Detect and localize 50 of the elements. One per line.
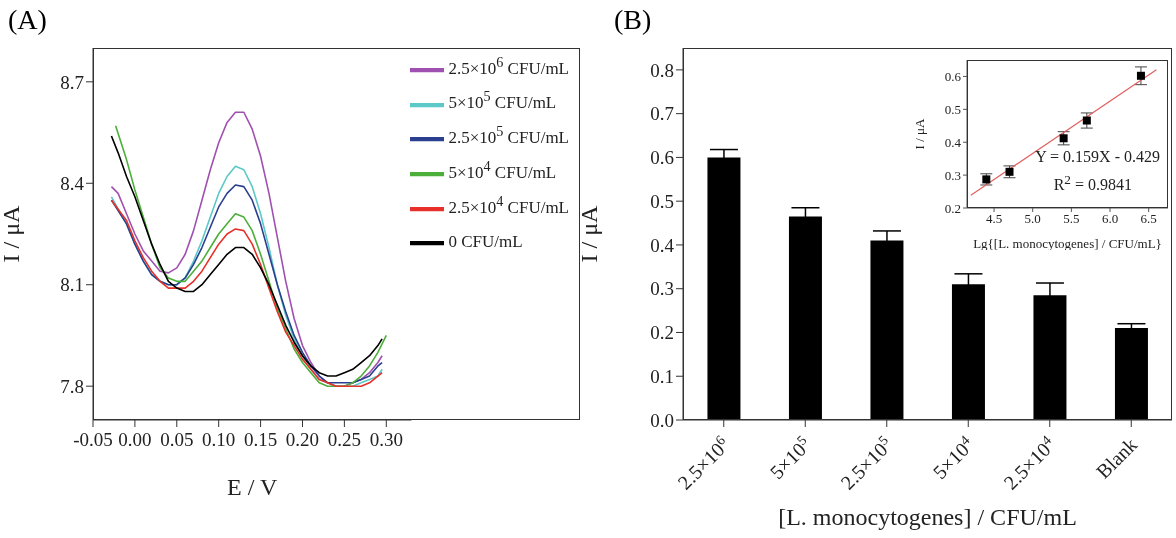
annotation: Y = 0.159X - 0.429 — [1035, 148, 1160, 165]
x-tick-label: 0.30 — [369, 429, 403, 451]
legend-label: 0 CFU/mL — [448, 231, 523, 251]
x-tick-label: 0.25 — [327, 429, 362, 451]
legend-label: 2.5×10$^{5}$ CFU/mL — [448, 123, 569, 148]
y-tick-label: 0.6 — [650, 147, 674, 169]
y-tick-label: 0.6 — [944, 69, 962, 85]
y-tick-label: 0.5 — [944, 101, 961, 117]
y-tick-label: 0.2 — [944, 200, 961, 216]
x-tick-label: 6.5 — [1140, 211, 1157, 227]
y-tick-label: 0.2 — [650, 322, 674, 344]
x-tick-label: 0.05 — [160, 429, 194, 451]
x-tick-label: 5.5 — [1063, 211, 1080, 227]
point — [1082, 116, 1091, 125]
y-tick-label: 0.0 — [650, 409, 674, 431]
x-tick-label: 0.20 — [285, 429, 320, 451]
y-tick-label: 8.1 — [60, 274, 84, 296]
x-axis-title: [L. monocytogenes] / CFU/mL — [778, 504, 1077, 530]
legend-label: 5×10$^{5}$ CFU/mL — [448, 88, 557, 113]
x-tick-label: 0.10 — [202, 429, 236, 451]
y-tick-label: 8.4 — [60, 173, 85, 195]
y-tick-label: 8.7 — [60, 71, 84, 93]
y-tick-label: 0.5 — [650, 190, 674, 212]
bar — [1114, 328, 1148, 420]
y-tick-label: 0.8 — [650, 59, 674, 81]
annotation: R$^{2}$ = 0.9841 — [1053, 172, 1132, 194]
x-axis-title: E / V — [227, 474, 278, 500]
chart-title: (B) — [614, 4, 652, 36]
y-tick-label: 0.4 — [650, 234, 675, 256]
y-tick-label: 0.3 — [650, 278, 674, 300]
y-tick-label: 7.8 — [60, 375, 84, 397]
y-axis-title: I / μA — [0, 204, 24, 263]
x-axis-title: Lg{[L. monocytogenes] / CFU/mL} — [973, 236, 1162, 251]
y-tick-label: 0.3 — [944, 167, 961, 183]
point — [1136, 71, 1145, 80]
x-tick-label: 0.00 — [118, 429, 152, 451]
x-tick-label: -0.05 — [73, 429, 113, 451]
legend-label: 5×10$^{4}$ CFU/mL — [448, 158, 557, 182]
chart-title: (A) — [8, 4, 47, 36]
y-tick-label: 0.7 — [650, 103, 674, 125]
y-axis-title: I / μA — [575, 204, 602, 263]
legend-label: 2.5×10$^{6}$ CFU/mL — [448, 54, 569, 78]
y-axis-title: I / μA — [911, 118, 927, 150]
y-tick-label: 0.4 — [944, 134, 962, 150]
x-tick-label: 6.0 — [1101, 211, 1119, 227]
x-tick-label: 0.15 — [243, 429, 278, 451]
x-tick-label: 5.0 — [1024, 211, 1041, 227]
y-tick-label: 0.1 — [650, 365, 674, 387]
legend-label: 2.5×10$^{4}$ CFU/mL — [448, 193, 569, 217]
x-tick-label: 4.5 — [985, 211, 1003, 227]
